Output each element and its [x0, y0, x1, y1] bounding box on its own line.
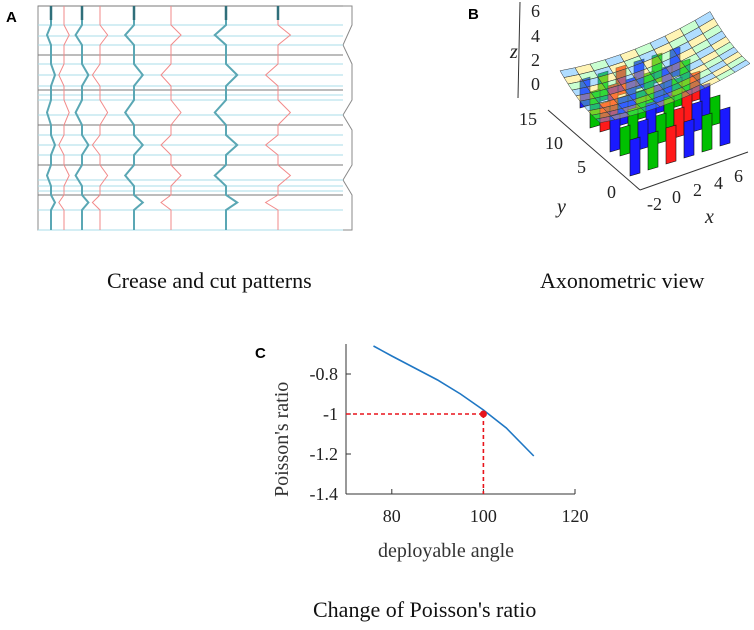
pattern-crease-line: [91, 6, 109, 230]
y-tick-15: 15: [519, 109, 537, 129]
fin-panel: [683, 118, 695, 159]
y-tick-label: -1.4: [310, 484, 339, 504]
x-axis-label: x: [704, 206, 714, 228]
y-axis-label: Poisson's ratio: [271, 382, 293, 497]
x-tick-label: 100: [470, 506, 497, 526]
x-tick-neg2: -2: [647, 194, 662, 214]
fin-panel: [629, 136, 641, 177]
panel-c-caption: Change of Poisson's ratio: [313, 597, 537, 622]
x-tick-2: 2: [693, 180, 702, 200]
axonometric-surface: [517, 1, 751, 191]
chart-ticks: -0.8 -1 -1.2 -1.4 80 100 120: [310, 344, 589, 526]
pattern-crease-line: [213, 6, 239, 230]
x-tick-label: 80: [383, 506, 401, 526]
y-tick-label: -1: [323, 404, 338, 424]
pattern-crease-line: [160, 6, 182, 230]
pattern-crease-line: [74, 6, 90, 230]
chart-lines: [346, 345, 535, 494]
x-tick-label: 120: [562, 506, 589, 526]
fin-panel: [701, 112, 713, 153]
fin-panel: [647, 130, 659, 171]
panel-a-letter: A: [6, 9, 17, 26]
y-axis-line: [547, 109, 641, 191]
panel-a-caption: Crease and cut patterns: [107, 268, 312, 293]
z-axis-line: [517, 1, 521, 99]
y-tick-label: -1.2: [310, 444, 339, 464]
panel-c-letter: C: [255, 345, 266, 362]
pattern-crease-line: [58, 6, 70, 230]
x-tick-0: 0: [672, 187, 681, 207]
z-tick-6: 6: [531, 1, 540, 21]
z-tick-2: 2: [531, 50, 540, 70]
panel-b-letter: B: [468, 6, 479, 23]
pattern-strips: [37, 5, 353, 231]
z-tick-4: 4: [531, 26, 540, 46]
surface-mesh: [559, 11, 751, 123]
pattern-crease-line: [45, 6, 57, 230]
y-tick-label: -0.8: [310, 364, 339, 384]
x-axis-label: deployable angle: [378, 540, 514, 562]
y-axis-label: y: [555, 196, 566, 218]
fin-panel: [719, 106, 731, 147]
pattern-crease-line: [264, 6, 292, 230]
x-axis-line: [639, 151, 749, 191]
x-tick-6: 6: [734, 166, 743, 186]
pattern-outline: [37, 5, 353, 231]
y-tick-10: 10: [545, 133, 563, 153]
y-tick-5: 5: [577, 157, 586, 177]
highlight-point: [479, 410, 487, 418]
x-tick-4: 4: [714, 173, 723, 193]
z-axis-label: z: [509, 41, 518, 63]
pattern-crease-line: [123, 6, 145, 230]
y-tick-0: 0: [607, 182, 616, 202]
z-tick-0: 0: [531, 74, 540, 94]
fin-panel: [665, 124, 677, 165]
axonometric-axes: z 6 4 2 0 y 15 10 5 0 x -2 0 2 4 6: [509, 1, 743, 228]
surface-cell: [730, 59, 751, 73]
series-line: [373, 345, 535, 457]
panel-b-caption: Axonometric view: [540, 268, 705, 293]
